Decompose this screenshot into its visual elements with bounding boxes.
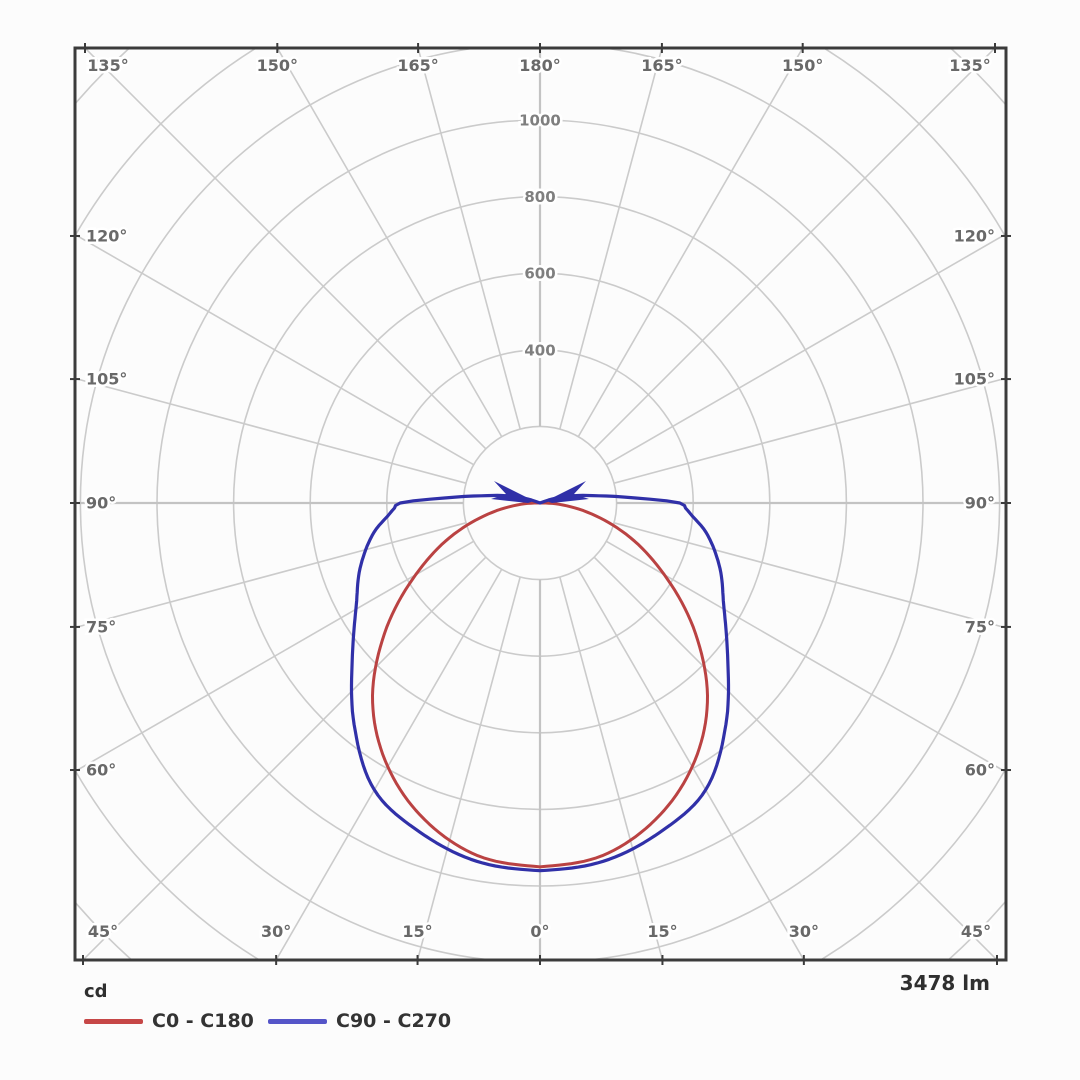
grid-spoke xyxy=(559,576,663,959)
angle-label-top: 165° xyxy=(397,56,438,75)
grid-spoke xyxy=(605,233,1005,466)
curve-c0-c180 xyxy=(371,501,709,869)
angle-label-left: 75° xyxy=(86,617,116,636)
luminous-flux-label: 3478 lm xyxy=(899,971,990,995)
grid-spoke xyxy=(76,540,475,772)
legend-line-red xyxy=(84,1018,143,1024)
grid-spoke xyxy=(76,377,467,484)
angle-label-top: 150° xyxy=(782,56,823,75)
angle-label-bottom: 45° xyxy=(961,922,991,941)
angle-label-bottom: 15° xyxy=(647,922,677,941)
grid-spoke xyxy=(577,49,803,438)
angle-label-bottom: 0° xyxy=(530,922,549,941)
angle-label-bottom: 45° xyxy=(88,922,118,941)
grid-spoke xyxy=(276,568,503,959)
grid-spoke xyxy=(577,568,804,959)
grid-spoke xyxy=(605,540,1005,773)
legend-label: C0 - C180 xyxy=(152,1010,254,1032)
angle-label-left: 105° xyxy=(86,370,127,389)
angle-label-right: 90° xyxy=(965,494,995,513)
grid-spoke xyxy=(85,49,487,450)
legend: C0 - C180 C90 - C270 xyxy=(0,1006,1080,1036)
angle-label-bottom: 30° xyxy=(789,922,819,941)
c90-wing-arrow-left xyxy=(491,481,534,503)
ring-label: 800 xyxy=(524,188,555,206)
angle-label-right: 105° xyxy=(954,370,995,389)
ring-label: 600 xyxy=(524,265,555,283)
grid-spoke xyxy=(593,556,997,959)
angle-label-bottom: 15° xyxy=(402,922,432,941)
angle-label-right: 120° xyxy=(954,226,995,245)
angle-label-top: 135° xyxy=(949,56,990,75)
legend-label: C90 - C270 xyxy=(336,1010,452,1032)
grid-spoke xyxy=(417,49,521,430)
legend-item-c0-c180: C0 - C180 xyxy=(84,1006,254,1036)
grid-spoke xyxy=(277,49,503,438)
curve-c90-c270 xyxy=(349,493,731,873)
grid-spoke xyxy=(613,377,1005,484)
units-label: cd xyxy=(84,981,108,1002)
c90-wing-arrow-right xyxy=(546,481,589,503)
ring-label: 1000 xyxy=(519,112,561,130)
grid-spoke xyxy=(417,576,521,959)
grid-spoke xyxy=(593,49,995,450)
ring-label: 400 xyxy=(524,341,555,359)
angle-label-top: 135° xyxy=(87,56,128,75)
angle-label-top: 150° xyxy=(257,56,298,75)
legend-line-blue xyxy=(268,1018,327,1024)
grid-spoke xyxy=(559,49,663,430)
angle-label-left: 90° xyxy=(86,494,116,513)
angle-label-left: 120° xyxy=(86,226,127,245)
angle-label-left: 60° xyxy=(86,761,116,780)
angle-label-top: 165° xyxy=(641,56,682,75)
angle-label-right: 60° xyxy=(965,761,995,780)
grid-spoke xyxy=(83,556,487,959)
legend-item-c90-c270: C90 - C270 xyxy=(268,1006,451,1036)
grid-spoke xyxy=(76,234,475,466)
angle-label-bottom: 30° xyxy=(261,922,291,941)
angle-label-right: 75° xyxy=(965,617,995,636)
angle-label-top: 180° xyxy=(519,56,560,75)
